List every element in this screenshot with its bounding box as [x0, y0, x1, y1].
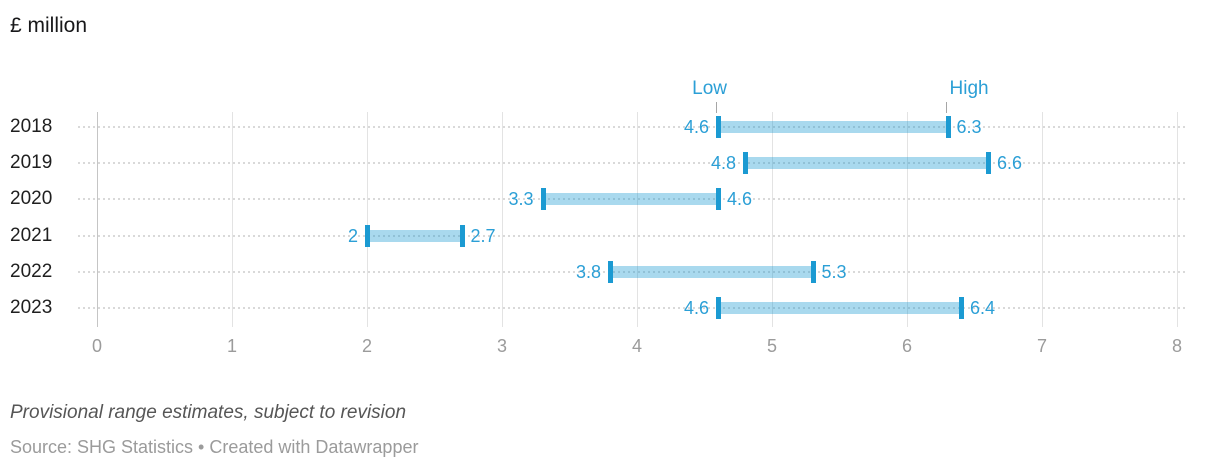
range-cap-high	[986, 152, 991, 175]
chart-footnote: Provisional range estimates, subject to …	[10, 402, 407, 423]
value-label-high: 5.3	[821, 261, 847, 282]
range-cap-high	[459, 224, 465, 247]
range-cap-high	[945, 116, 951, 138]
gridline	[501, 112, 503, 327]
range-bar	[367, 229, 462, 242]
x-axis-tick-label: 7	[1036, 336, 1048, 356]
range-cap-low	[716, 297, 721, 319]
gridline	[96, 112, 98, 327]
row-year-label: 2021	[10, 224, 53, 246]
range-bar	[542, 193, 718, 206]
x-axis-tick-label: 2	[361, 336, 373, 356]
row-guide-line	[78, 270, 1188, 273]
range-bar	[718, 302, 961, 314]
value-label-high: 2.7	[470, 225, 496, 246]
value-label-high: 6.3	[956, 117, 982, 137]
row-guide-line	[78, 162, 1188, 165]
x-axis-tick-label: 0	[91, 336, 103, 356]
range-cap-low	[716, 116, 721, 138]
x-axis-tick-label: 6	[901, 336, 913, 356]
gridline	[771, 112, 773, 327]
range-cap-low	[540, 188, 546, 211]
value-label-low: 4.6	[683, 298, 709, 318]
gridline	[366, 112, 368, 327]
gridline	[636, 112, 638, 327]
range-bar	[745, 157, 988, 170]
row-year-label: 2019	[10, 152, 53, 174]
x-axis-tick-label: 8	[1171, 336, 1183, 356]
range-cap-high	[959, 297, 964, 319]
annotation-low-label: Low	[692, 78, 727, 99]
value-label-low: 4.8	[710, 153, 736, 174]
x-axis-tick-label: 4	[631, 336, 643, 356]
value-label-low: 4.6	[683, 117, 709, 137]
row-guide-line	[78, 234, 1188, 237]
x-axis-tick-label: 1	[226, 336, 238, 356]
range-cap-high	[810, 260, 816, 283]
row-year-label: 2023	[10, 297, 53, 318]
range-cap-low	[743, 152, 748, 175]
gridline	[231, 112, 233, 327]
value-label-high: 4.6	[727, 189, 753, 210]
row-guide-line	[78, 198, 1188, 201]
value-label-high: 6.4	[970, 298, 996, 318]
annotation-low-tick	[716, 102, 717, 113]
chart-source-line: Source: SHG Statistics • Created with Da…	[10, 437, 419, 457]
range-cap-low	[608, 260, 613, 283]
row-guide-line	[78, 126, 1188, 128]
range-bar	[718, 121, 948, 133]
annotation-high-tick	[945, 102, 947, 113]
gridline	[1041, 112, 1043, 327]
gridline	[1176, 112, 1178, 327]
x-axis-tick-label: 5	[766, 336, 778, 356]
value-label-low: 2	[347, 225, 358, 246]
gridline	[906, 112, 908, 327]
range-cap-low	[365, 224, 370, 247]
chart-title: £ million	[10, 14, 88, 37]
range-cap-high	[716, 188, 721, 211]
row-guide-line	[78, 307, 1188, 309]
row-year-label: 2022	[10, 260, 53, 282]
annotation-high-label: High	[949, 78, 989, 99]
value-label-low: 3.8	[575, 261, 601, 282]
value-label-low: 3.3	[508, 189, 534, 210]
row-year-label: 2020	[10, 188, 53, 210]
range-bar	[610, 265, 813, 278]
row-year-label: 2018	[10, 116, 53, 137]
x-axis-tick-label: 3	[496, 336, 508, 356]
value-label-high: 6.6	[997, 153, 1023, 174]
